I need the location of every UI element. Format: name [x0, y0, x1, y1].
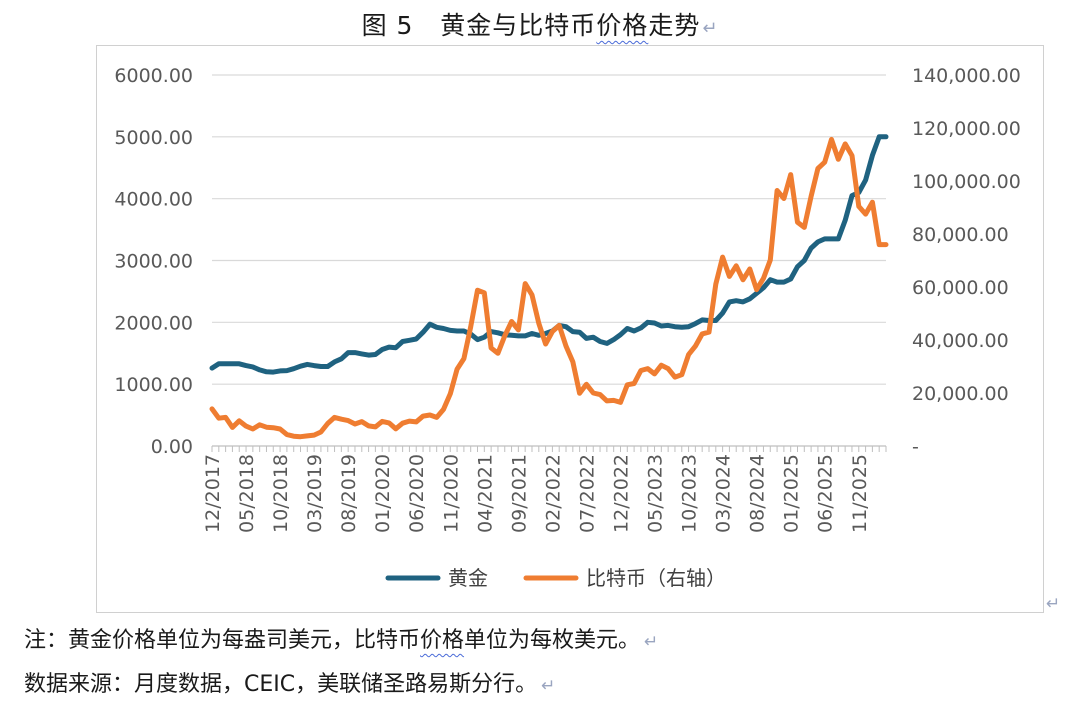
x-tick-label: 08/2019	[338, 454, 360, 533]
x-tick-label: 05/2018	[236, 454, 258, 533]
y-right-tick-label: 140,000.00	[912, 65, 1021, 87]
figure-title: 图 5 黄金与比特币价格走势 ↵	[0, 6, 1080, 42]
gold-series-line	[209, 134, 889, 375]
y-right-tick-label: 20,000.00	[912, 383, 1009, 405]
gridlines	[212, 74, 886, 447]
y-right-tick-label: -	[912, 436, 919, 458]
paragraph-mark-icon: ↵	[702, 18, 719, 39]
figure-number: 图 5	[361, 11, 414, 40]
note-line: 注：黄金价格单位为每盎司美元，比特币价格单位为每枚美元。 ↵	[24, 622, 658, 654]
y-left-tick-label: 6000.00	[114, 65, 193, 87]
x-tick-label: 09/2021	[508, 454, 530, 533]
title-text: 黄金与比特币	[440, 11, 597, 40]
legend-gold: 黄金	[385, 566, 488, 590]
note-text-end: 单位为每枚美元。	[464, 628, 641, 653]
title-suffix: 走势	[648, 11, 701, 40]
y-right-tick-label: 60,000.00	[912, 277, 1009, 299]
y-left-tick-label: 2000.00	[114, 312, 193, 334]
x-tick-label: 12/2017	[202, 454, 224, 533]
x-tick-label: 05/2023	[645, 454, 667, 533]
x-tick-label: 10/2023	[679, 454, 701, 533]
series-lines	[209, 134, 889, 440]
x-tick-label: 02/2022	[542, 454, 564, 533]
y-right-tick-label: 120,000.00	[912, 118, 1021, 140]
bitcoin-series-line	[209, 136, 889, 440]
paragraph-mark-icon: ↵	[644, 632, 659, 652]
x-tick-label: 04/2021	[474, 454, 496, 533]
chart-frame	[96, 45, 1044, 613]
x-tick-label: 06/2025	[815, 454, 837, 533]
x-tick-label: 10/2018	[270, 454, 292, 533]
right-y-axis: - 20,000.00 40,000.00 60,000.00 80,000.00 100…	[912, 65, 1021, 458]
legend-bitcoin: 比特币（右轴）	[523, 566, 726, 590]
note-text-start: 注：黄金价格单位为每盎司美元，比特币	[24, 628, 421, 653]
x-tick-label: 08/2024	[747, 454, 769, 533]
y-right-tick-label: 80,000.00	[912, 224, 1009, 246]
legend-label: 比特币（右轴）	[586, 566, 726, 590]
source-text: 数据来源：月度数据，CEIC，美联储圣路易斯分行。	[24, 672, 538, 697]
paragraph-mark-icon: ↵	[1046, 594, 1061, 614]
x-tick-label: 06/2020	[406, 454, 428, 533]
y-left-tick-label: 1000.00	[114, 374, 193, 396]
note-wavy-word: 价格	[420, 628, 465, 653]
legend: 黄金 比特币（右轴）	[385, 566, 726, 590]
x-tick-label: 12/2022	[610, 454, 632, 533]
x-tick-label: 11/2020	[440, 454, 462, 533]
x-tick-label: 11/2025	[849, 454, 871, 533]
x-tick-label: 07/2022	[576, 454, 598, 533]
x-tick-label: 01/2025	[781, 454, 803, 533]
x-tick-label: 01/2020	[372, 454, 394, 533]
y-left-tick-label: 3000.00	[114, 251, 193, 273]
y-left-tick-label: 5000.00	[114, 127, 193, 149]
title-wavy-word: 价格	[596, 11, 649, 40]
y-right-tick-label: 100,000.00	[912, 171, 1021, 193]
paragraph-mark-icon: ↵	[541, 676, 556, 696]
x-axis: 12/2017 05/2018 10/2018 03/2019 08/2019 01/20…	[202, 446, 887, 533]
x-tick-label: 03/2019	[304, 454, 326, 533]
legend-label: 黄金	[448, 566, 488, 590]
y-left-tick-label: 4000.00	[114, 189, 193, 211]
source-line: 数据来源：月度数据，CEIC，美联储圣路易斯分行。 ↵	[24, 666, 555, 698]
left-y-axis: 0.00 1000.00 2000.00 3000.00 4000.00 5000.00 6…	[114, 65, 193, 458]
y-left-tick-label: 0.00	[151, 436, 193, 458]
y-right-tick-label: 40,000.00	[912, 330, 1009, 352]
x-tick-label: 03/2024	[713, 454, 735, 533]
